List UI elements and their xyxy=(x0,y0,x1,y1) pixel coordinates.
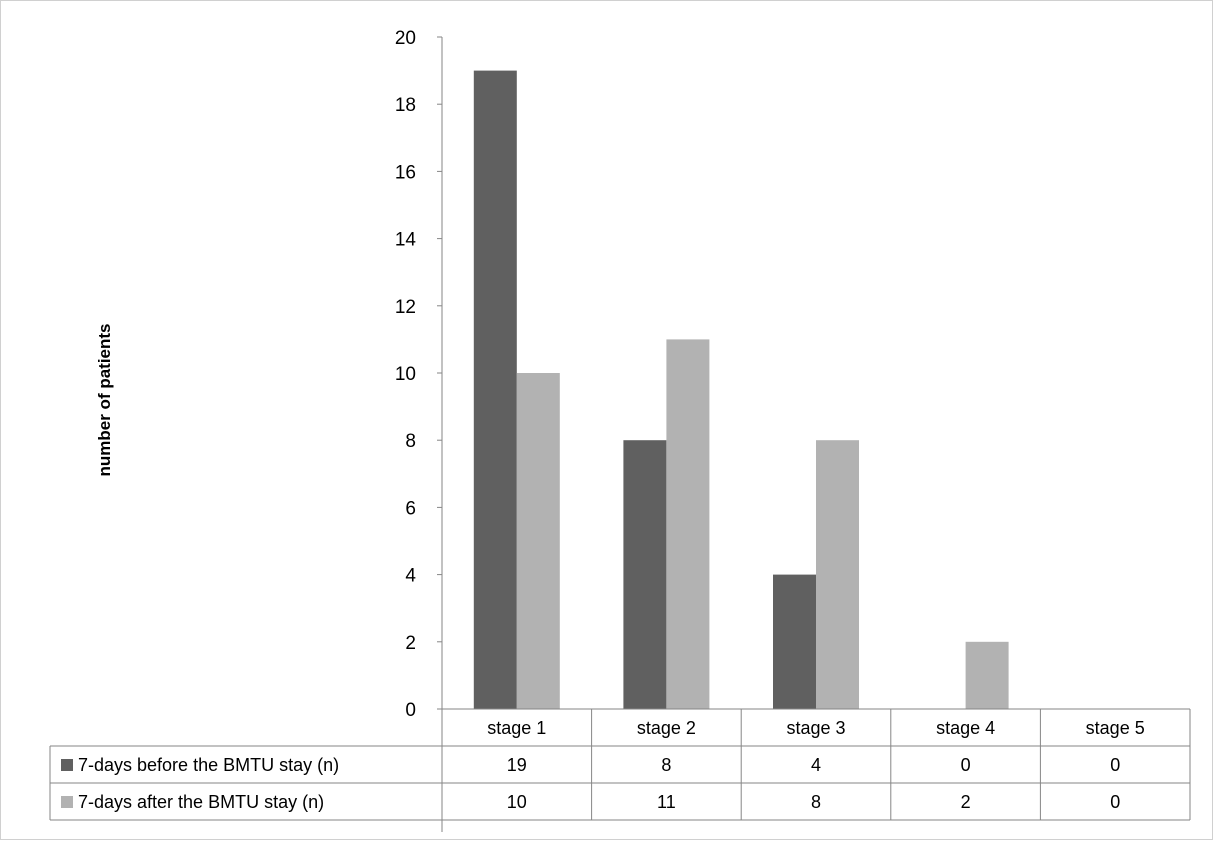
bar-after xyxy=(516,373,560,709)
y-tick-label: 8 xyxy=(405,431,416,452)
y-tick-label: 20 xyxy=(395,28,416,49)
y-tick-label: 0 xyxy=(405,700,416,721)
legend-swatch xyxy=(61,796,73,808)
x-tick-label: stage 1 xyxy=(487,718,546,738)
bar-before xyxy=(773,574,816,709)
x-tick-label: stage 4 xyxy=(936,718,995,738)
table-value: 11 xyxy=(657,792,676,812)
legend-label: 7-days before the BMTU stay (n) xyxy=(78,755,339,775)
table-value: 19 xyxy=(507,755,527,775)
y-tick-label: 12 xyxy=(395,297,416,318)
x-tick-label: stage 5 xyxy=(1086,718,1145,738)
x-tick-label: stage 2 xyxy=(637,718,696,738)
bar-after xyxy=(965,641,1009,709)
x-tick-label: stage 3 xyxy=(786,718,845,738)
bar-after xyxy=(816,440,859,709)
table-value: 0 xyxy=(1110,755,1120,775)
bar-before xyxy=(623,440,667,709)
y-tick-label: 14 xyxy=(395,230,417,251)
table-value: 10 xyxy=(507,792,527,812)
legend-swatch xyxy=(61,759,73,771)
legend-label: 7-days after the BMTU stay (n) xyxy=(78,792,324,812)
table-value: 2 xyxy=(961,792,971,812)
data-table: stage 1 stage 2 stage 3 stage 4 stage 5 7-day… xyxy=(49,708,1191,832)
table-value: 4 xyxy=(811,755,821,775)
y-tick-label: 16 xyxy=(395,162,416,183)
table-value: 0 xyxy=(961,755,971,775)
y-tick-label: 18 xyxy=(395,95,416,116)
bar-before xyxy=(473,70,517,710)
y-axis-ticks: 0 2 4 6 8 10 12 14 16 18 20 xyxy=(395,28,442,721)
y-tick-label: 4 xyxy=(405,566,416,587)
table-value: 0 xyxy=(1110,792,1120,812)
y-tick-label: 10 xyxy=(395,364,416,385)
y-axis-label: number of patients xyxy=(95,323,114,476)
y-tick-label: 2 xyxy=(405,633,416,654)
bar-after xyxy=(666,339,710,709)
y-tick-label: 6 xyxy=(405,498,416,519)
table-value: 8 xyxy=(811,792,821,812)
table-value: 8 xyxy=(661,755,671,775)
bars xyxy=(473,70,1009,710)
